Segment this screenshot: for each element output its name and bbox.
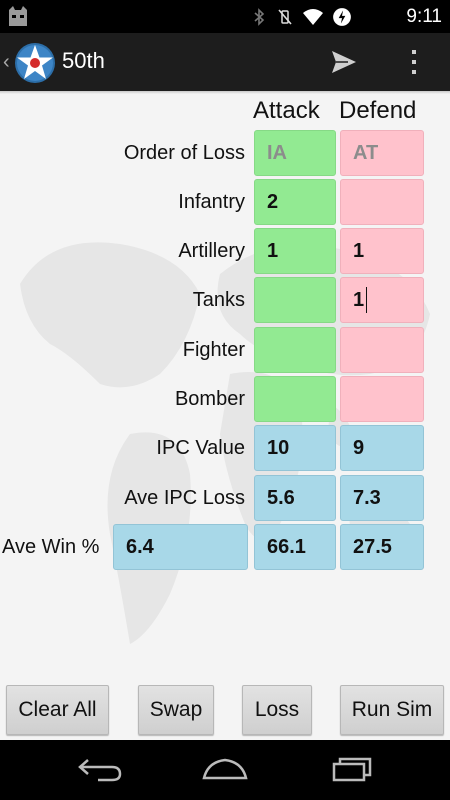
attack-order-of-loss-hint: IA <box>267 141 287 164</box>
navigation-bar <box>0 740 450 800</box>
loss-button[interactable]: Loss <box>242 685 312 735</box>
clear-all-button[interactable]: Clear All <box>6 685 109 735</box>
action-bar-shadow <box>0 91 450 94</box>
attack-artillery-value: 1 <box>267 239 279 262</box>
defend-bomber-input[interactable] <box>340 376 424 422</box>
overflow-menu-icon[interactable] <box>406 47 422 77</box>
defend-artillery-value: 1 <box>353 239 365 262</box>
attack-tanks-input[interactable] <box>254 277 336 323</box>
defend-ave-win: 27.5 <box>340 524 424 570</box>
sync-icon <box>333 8 351 26</box>
attack-order-of-loss-input[interactable]: IA <box>254 130 336 176</box>
status-bar: 9:11 <box>0 0 450 33</box>
draw-ave-win: 6.4 <box>113 524 248 570</box>
artillery-label: Artillery <box>178 240 245 262</box>
vibrate-off-icon <box>278 9 292 25</box>
ipc-value-label: IPC Value <box>156 437 245 459</box>
status-time: 9:11 <box>406 6 442 27</box>
defend-header: Defend <box>339 97 417 124</box>
app-logo-icon[interactable] <box>14 42 56 84</box>
attack-infantry-input[interactable]: 2 <box>254 179 336 225</box>
infantry-label: Infantry <box>178 191 245 213</box>
defend-tanks-value: 1 <box>353 288 365 311</box>
attack-ave-ipc-loss: 5.6 <box>254 475 336 521</box>
action-bar: ‹ 50th <box>0 33 450 91</box>
ave-ipc-loss-label: Ave IPC Loss <box>124 487 245 509</box>
defend-fighter-input[interactable] <box>340 327 424 373</box>
defend-infantry-input[interactable] <box>340 179 424 225</box>
fighter-label: Fighter <box>182 339 245 361</box>
defend-order-of-loss-hint: AT <box>353 141 379 164</box>
bomber-label: Bomber <box>174 388 245 410</box>
text-cursor <box>366 287 368 313</box>
bluetooth-icon <box>254 8 265 26</box>
defend-artillery-input[interactable]: 1 <box>340 228 424 274</box>
simulator-panel: Attack Defend Order of Loss IA AT Infant… <box>0 94 450 740</box>
run-sim-button[interactable]: Run Sim <box>340 685 444 735</box>
attack-header: Attack <box>253 97 320 124</box>
tanks-label: Tanks <box>192 289 245 311</box>
ave-win-label: Ave Win % <box>2 536 100 558</box>
swap-button[interactable]: Swap <box>138 685 214 735</box>
cyanogen-cat-icon <box>9 6 27 26</box>
attack-ave-win: 66.1 <box>254 524 336 570</box>
attack-ipc-value: 10 <box>254 425 336 471</box>
wifi-icon <box>303 9 323 25</box>
order-of-loss-label: Order of Loss <box>123 142 245 164</box>
home-icon[interactable] <box>200 754 250 784</box>
attack-artillery-input[interactable]: 1 <box>254 228 336 274</box>
screen-title: 50th <box>62 48 105 73</box>
back-chevron-icon[interactable]: ‹ <box>3 51 10 73</box>
send-icon[interactable] <box>330 49 358 75</box>
attack-fighter-input[interactable] <box>254 327 336 373</box>
attack-bomber-input[interactable] <box>254 376 336 422</box>
defend-ipc-value: 9 <box>340 425 424 471</box>
defend-ave-ipc-loss: 7.3 <box>340 475 424 521</box>
defend-tanks-input[interactable]: 1 <box>340 277 424 323</box>
recent-apps-icon[interactable] <box>328 754 378 784</box>
attack-infantry-value: 2 <box>267 190 279 213</box>
back-icon[interactable] <box>76 754 126 784</box>
defend-order-of-loss-input[interactable]: AT <box>340 130 424 176</box>
